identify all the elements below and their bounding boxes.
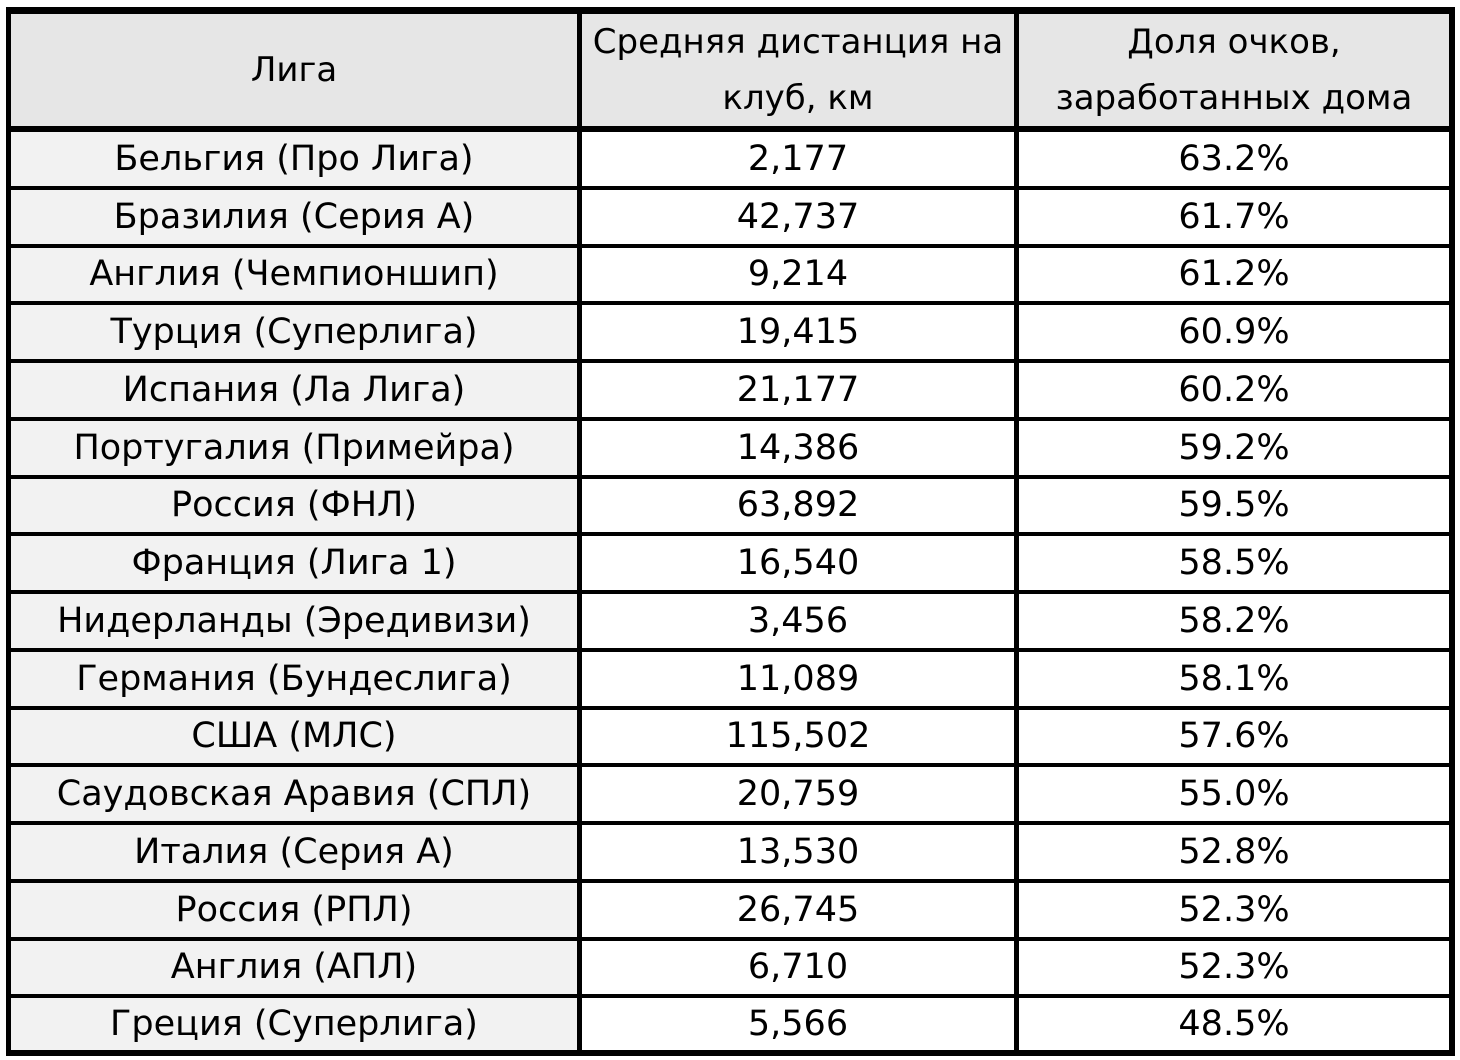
cell-distance: 9,214 <box>577 247 1014 306</box>
cell-home-share: 52.3% <box>1014 882 1455 941</box>
table-row: Англия (Чемпионшип) 9,214 61.2% <box>6 247 1455 306</box>
header-distance-line1: Средняя дистанция на <box>592 22 1004 62</box>
cell-league: Россия (РПЛ) <box>6 882 577 941</box>
cell-league: США (МЛС) <box>6 709 577 768</box>
cell-home-share: 59.5% <box>1014 478 1455 537</box>
cell-distance: 115,502 <box>577 709 1014 768</box>
cell-distance: 13,530 <box>577 825 1014 883</box>
cell-league: Англия (Чемпионшип) <box>6 247 577 306</box>
header-distance-line2: клуб, км <box>722 78 874 118</box>
cell-home-share: 60.9% <box>1014 305 1455 363</box>
cell-league: Греция (Суперлига) <box>6 998 577 1056</box>
cell-league: Турция (Суперлига) <box>6 305 577 363</box>
cell-home-share: 52.8% <box>1014 825 1455 883</box>
header-row: Лига Средняя дистанция на клуб, км Доля … <box>6 7 1455 132</box>
header-league: Лига <box>6 7 577 132</box>
cell-home-share: 58.5% <box>1014 536 1455 594</box>
cell-league: Италия (Серия А) <box>6 825 577 883</box>
cell-distance: 21,177 <box>577 363 1014 421</box>
cell-league: Бельгия (Про Лига) <box>6 132 577 190</box>
cell-league: Испания (Ла Лига) <box>6 363 577 421</box>
cell-league: Бразилия (Серия А) <box>6 189 577 248</box>
cell-distance: 42,737 <box>577 189 1014 248</box>
cell-home-share: 59.2% <box>1014 420 1455 479</box>
table-row: Германия (Бундеслига) 11,089 58.1% <box>6 651 1455 710</box>
header-distance: Средняя дистанция на клуб, км <box>577 7 1014 132</box>
cell-distance: 14,386 <box>577 420 1014 479</box>
cell-home-share: 60.2% <box>1014 363 1455 421</box>
header-league-text: Лига <box>250 50 338 90</box>
league-table: Лига Средняя дистанция на клуб, км Доля … <box>6 7 1455 1056</box>
table-row: Англия (АПЛ) 6,710 52.3% <box>6 940 1455 999</box>
header-home-share-line1: Доля очков, <box>1127 22 1341 62</box>
cell-distance: 20,759 <box>577 767 1014 825</box>
table-row: США (МЛС) 115,502 57.6% <box>6 709 1455 768</box>
cell-home-share: 63.2% <box>1014 132 1455 190</box>
table-row: Турция (Суперлига) 19,415 60.9% <box>6 305 1455 363</box>
table-row: Бразилия (Серия А) 42,737 61.7% <box>6 189 1455 248</box>
table-row: Нидерланды (Эредивизи) 3,456 58.2% <box>6 594 1455 652</box>
table-row: Франция (Лига 1) 16,540 58.5% <box>6 536 1455 594</box>
cell-distance: 3,456 <box>577 594 1014 652</box>
table-row: Саудовская Аравия (СПЛ) 20,759 55.0% <box>6 767 1455 825</box>
table-row: Россия (РПЛ) 26,745 52.3% <box>6 882 1455 941</box>
cell-league: Франция (Лига 1) <box>6 536 577 594</box>
header-home-share-line2: заработанных дома <box>1055 78 1413 118</box>
cell-distance: 11,089 <box>577 651 1014 710</box>
cell-distance: 26,745 <box>577 882 1014 941</box>
cell-distance: 63,892 <box>577 478 1014 537</box>
cell-distance: 19,415 <box>577 305 1014 363</box>
cell-home-share: 58.2% <box>1014 594 1455 652</box>
cell-league: Португалия (Примейра) <box>6 420 577 479</box>
cell-league: Германия (Бундеслига) <box>6 651 577 710</box>
cell-home-share: 55.0% <box>1014 767 1455 825</box>
table-row: Италия (Серия А) 13,530 52.8% <box>6 825 1455 883</box>
table-body: Бельгия (Про Лига) 2,177 63.2% Бразилия (Се… <box>6 132 1455 1056</box>
table-row: Португалия (Примейра) 14,386 59.2% <box>6 420 1455 479</box>
cell-home-share: 61.7% <box>1014 189 1455 248</box>
table-row: Греция (Суперлига) 5,566 48.5% <box>6 998 1455 1056</box>
header-home-share: Доля очков, заработанных дома <box>1014 7 1455 132</box>
cell-league: Саудовская Аравия (СПЛ) <box>6 767 577 825</box>
table-row: Бельгия (Про Лига) 2,177 63.2% <box>6 132 1455 190</box>
cell-distance: 6,710 <box>577 940 1014 999</box>
cell-home-share: 48.5% <box>1014 998 1455 1056</box>
cell-home-share: 57.6% <box>1014 709 1455 768</box>
cell-league: Англия (АПЛ) <box>6 940 577 999</box>
cell-home-share: 61.2% <box>1014 247 1455 306</box>
cell-distance: 2,177 <box>577 132 1014 190</box>
cell-home-share: 58.1% <box>1014 651 1455 710</box>
table-row: Россия (ФНЛ) 63,892 59.5% <box>6 478 1455 537</box>
cell-distance: 5,566 <box>577 998 1014 1056</box>
cell-home-share: 52.3% <box>1014 940 1455 999</box>
table-row: Испания (Ла Лига) 21,177 60.2% <box>6 363 1455 421</box>
cell-league: Нидерланды (Эредивизи) <box>6 594 577 652</box>
cell-league: Россия (ФНЛ) <box>6 478 577 537</box>
league-table-container: Лига Средняя дистанция на клуб, км Доля … <box>6 7 1455 1056</box>
cell-distance: 16,540 <box>577 536 1014 594</box>
